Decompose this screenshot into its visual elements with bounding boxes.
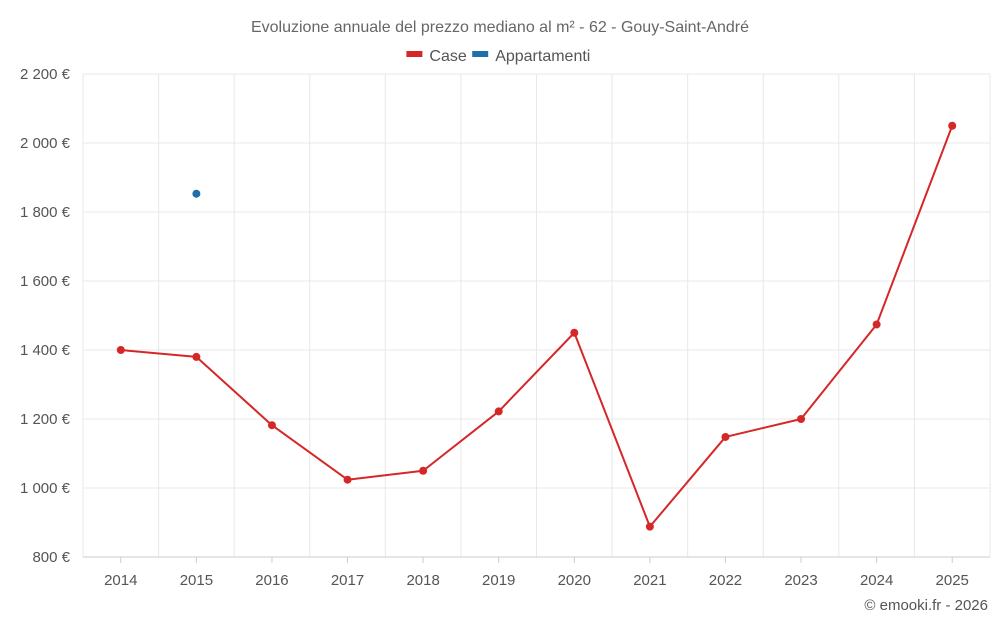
- data-point-appartamenti-2015: [192, 189, 201, 198]
- data-point-case-2022: [721, 432, 730, 441]
- x-tick-label: 2024: [860, 572, 893, 589]
- series-layer: [116, 121, 957, 531]
- x-tick-label: 2021: [633, 572, 666, 589]
- y-tick-label: 2 200 €: [20, 66, 71, 83]
- y-tick-label: 1 800 €: [20, 204, 71, 221]
- data-point-case-2024: [872, 320, 881, 329]
- y-tick-label: 1 000 €: [20, 480, 71, 497]
- legend: Case Appartamenti: [406, 48, 590, 65]
- x-tick-label: 2019: [482, 572, 515, 589]
- legend-swatch-case: [406, 51, 423, 57]
- axes: 800 € 1 000 € 1 200 € 1 400 € 1 600 € 1 800 €…: [20, 66, 990, 589]
- data-point-case-2014: [116, 346, 125, 354]
- x-tick-label: 2023: [784, 572, 817, 589]
- grid-lines: [82, 73, 991, 557]
- legend-label-case: Case: [429, 48, 466, 65]
- y-tick-label: 2 000 €: [20, 135, 71, 152]
- x-tick-label: 2017: [331, 572, 364, 589]
- data-point-case-2019: [494, 407, 503, 416]
- data-point-case-2017: [343, 475, 352, 484]
- data-point-case-2025: [948, 121, 957, 130]
- legend-label-appartamenti: Appartamenti: [495, 48, 590, 65]
- x-tick-label: 2018: [406, 572, 439, 589]
- x-tick-label: 2015: [180, 572, 213, 589]
- data-point-case-2018: [419, 466, 428, 475]
- credit-text: © emooki.fr - 2026: [864, 597, 988, 614]
- y-tick-label: 1 200 €: [20, 411, 71, 428]
- x-tick-label: 2025: [936, 572, 969, 589]
- x-tick-label: 2014: [104, 572, 137, 589]
- x-tick-label: 2022: [709, 572, 742, 589]
- data-point-case-2015: [192, 352, 201, 361]
- x-tick-label: 2016: [255, 572, 288, 589]
- chart-title: Evoluzione annuale del prezzo mediano al…: [251, 19, 749, 36]
- data-point-case-2016: [267, 421, 276, 430]
- y-tick-label: 1 400 €: [20, 342, 71, 359]
- series-line-case: [120, 125, 954, 528]
- data-point-case-2021: [645, 522, 654, 531]
- x-tick-label: 2020: [558, 572, 591, 589]
- y-tick-label: 1 600 €: [20, 273, 71, 290]
- legend-swatch-appartamenti: [472, 51, 489, 57]
- data-point-case-2020: [570, 328, 579, 337]
- data-point-case-2023: [797, 415, 806, 423]
- y-tick-label: 800 €: [32, 549, 70, 566]
